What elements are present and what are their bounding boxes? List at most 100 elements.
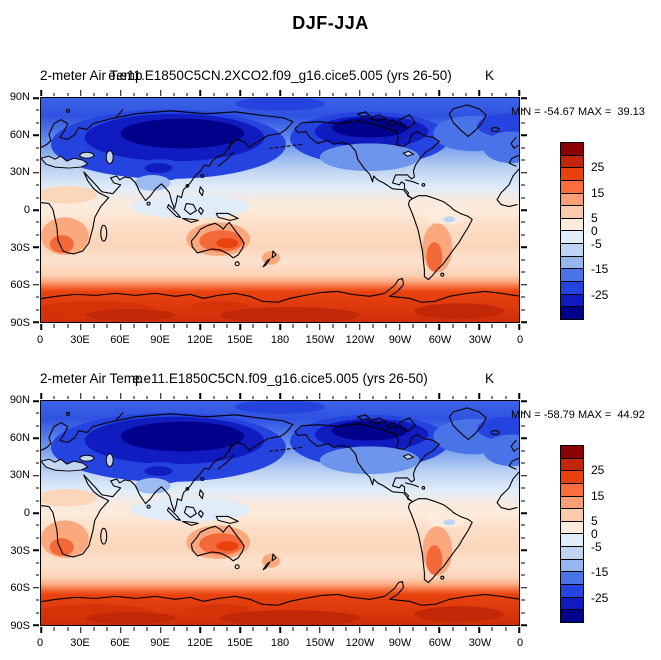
tick-mark — [252, 92, 254, 96]
tick-mark — [239, 393, 241, 399]
y-tick-label: 60N — [9, 128, 30, 141]
tick-mark — [106, 92, 108, 96]
colorbar: 25 15 5 0 -5 -15 -25 — [560, 142, 608, 320]
tick-mark — [40, 324, 42, 330]
x-tick-label: 30E — [70, 334, 90, 346]
tick-mark — [35, 487, 39, 489]
x-tick-label: 120E — [187, 637, 213, 649]
tick-mark — [33, 474, 39, 477]
y-tick-label: 0 — [23, 507, 30, 519]
tick-mark — [173, 395, 175, 399]
y-tick-label: 90N — [9, 91, 30, 103]
tick-mark — [133, 92, 135, 96]
tick-mark — [521, 309, 525, 311]
tick-mark — [521, 221, 525, 223]
x-tick-label: 90W — [388, 334, 412, 346]
tick-mark — [452, 324, 454, 328]
tick-mark — [398, 393, 401, 399]
tick-mark — [35, 574, 39, 576]
tick-mark — [465, 92, 467, 96]
tick-mark — [358, 90, 361, 96]
tick-mark — [35, 259, 39, 261]
x-tick-label: 90E — [150, 334, 170, 346]
y-tick-label: 30S — [10, 241, 30, 254]
tick-mark — [345, 395, 347, 399]
map-frame — [33, 393, 527, 633]
colorbar-box — [561, 206, 583, 219]
colorbar-box — [561, 597, 583, 611]
tick-mark — [146, 324, 148, 328]
tick-mark — [518, 627, 520, 633]
tick-mark — [521, 524, 525, 526]
colorbar-boxes — [560, 142, 584, 320]
colorbar-box — [561, 294, 583, 308]
x-tick-label: 30W — [468, 334, 492, 346]
tick-mark — [119, 324, 122, 330]
tick-mark — [358, 324, 361, 330]
tick-mark — [133, 324, 135, 328]
tick-mark — [266, 324, 268, 328]
colorbar-tick-label: 15 — [591, 185, 605, 200]
world-map-svg — [41, 401, 519, 625]
colorbar-tick-label: 5 — [591, 514, 598, 529]
tick-mark — [159, 324, 162, 330]
x-tick-label: 30W — [468, 637, 492, 649]
x-tick-label: 60E — [110, 334, 130, 346]
colorbar: 25 15 5 0 -5 -15 -25 — [560, 445, 608, 623]
x-tick-label: 180 — [270, 334, 290, 346]
tick-mark — [425, 627, 427, 631]
tick-mark — [239, 627, 241, 633]
tick-mark — [521, 197, 525, 199]
panel-titles: e.e11.E1850C5CN.2XCO2.f09_g16.cice5.005 … — [40, 68, 520, 85]
tick-mark — [173, 627, 175, 631]
panel-left-title: 2-meter Air Temp — [40, 68, 143, 83]
y-axis-labels: 90N 60N 30N 0 30S 60S 90S — [0, 91, 32, 329]
tick-mark — [319, 90, 321, 96]
tick-mark — [521, 562, 525, 564]
minmax-stats: MIN = -54.67 MAX = 39.13 — [511, 106, 645, 118]
tick-mark — [35, 159, 39, 161]
colorbar-tick-label: 0 — [591, 527, 598, 541]
tick-mark — [521, 500, 525, 502]
tick-mark — [332, 395, 334, 399]
tick-mark — [67, 395, 69, 399]
tick-mark — [491, 324, 493, 328]
tick-mark — [521, 134, 527, 137]
tick-mark — [279, 90, 281, 96]
tick-mark — [521, 184, 525, 186]
tick-mark — [80, 90, 82, 96]
tick-mark — [372, 92, 374, 96]
tick-mark — [226, 627, 228, 631]
colorbar-box — [561, 471, 583, 484]
tick-mark — [452, 627, 454, 631]
tick-mark — [226, 92, 228, 96]
tick-mark — [491, 92, 493, 96]
tick-mark — [106, 395, 108, 399]
colorbar-box — [561, 244, 583, 257]
tick-mark — [521, 296, 525, 298]
tick-mark — [521, 537, 525, 539]
x-tick-label: 30E — [70, 637, 90, 649]
y-tick-label: 30S — [10, 544, 30, 557]
tick-mark — [35, 234, 39, 236]
tick-mark — [133, 627, 135, 631]
tick-mark — [186, 92, 188, 96]
tick-mark — [80, 393, 82, 399]
y-tick-label: 60S — [10, 582, 30, 595]
tick-mark — [35, 425, 39, 427]
minmax-stats: MIN = -58.79 MAX = 44.92 — [511, 409, 645, 421]
tick-mark — [93, 324, 95, 328]
x-tick-label: 150W — [305, 637, 335, 649]
tick-mark — [133, 395, 135, 399]
tick-mark — [106, 324, 108, 328]
tick-mark — [35, 296, 39, 298]
x-tick-label: 60E — [110, 637, 130, 649]
tick-mark — [385, 92, 387, 96]
tick-mark — [146, 395, 148, 399]
tick-mark — [213, 395, 215, 399]
tick-mark — [505, 627, 507, 631]
tick-mark — [385, 627, 387, 631]
figure-title: DJF-JJA — [292, 13, 369, 33]
tick-mark — [159, 627, 162, 633]
tick-mark — [33, 624, 39, 626]
